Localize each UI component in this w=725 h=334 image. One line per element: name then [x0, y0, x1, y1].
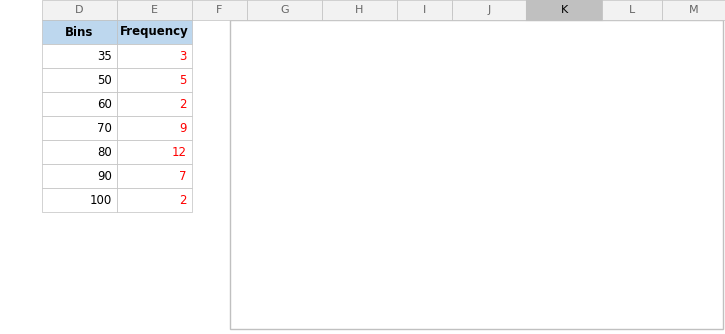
- Text: 100: 100: [90, 193, 112, 206]
- Bar: [117, 188, 192, 212]
- Text: Frequency: Frequency: [120, 25, 189, 38]
- Bar: [361, 203, 394, 301]
- Bar: [117, 68, 192, 92]
- Bar: [230, 20, 723, 329]
- Bar: [42, 68, 117, 92]
- Bar: [42, 92, 117, 116]
- Bar: [302, 242, 335, 301]
- Text: M: M: [689, 5, 698, 15]
- Bar: [662, 0, 725, 20]
- Bar: [42, 116, 117, 140]
- Bar: [117, 20, 192, 44]
- Text: Bins: Bins: [65, 25, 94, 38]
- Bar: [478, 125, 511, 301]
- Text: 80: 80: [97, 146, 112, 159]
- Text: K: K: [561, 5, 568, 15]
- Bar: [42, 44, 117, 68]
- Text: G: G: [280, 5, 289, 15]
- Bar: [42, 164, 117, 188]
- Text: 60: 60: [97, 98, 112, 111]
- Bar: [192, 0, 247, 20]
- Text: 50: 50: [97, 73, 112, 87]
- Bar: [42, 188, 117, 212]
- Bar: [602, 0, 662, 20]
- Bar: [655, 262, 687, 301]
- Text: D: D: [75, 5, 84, 15]
- Text: 90: 90: [97, 169, 112, 182]
- Bar: [117, 92, 192, 116]
- Bar: [117, 116, 192, 140]
- Text: E: E: [151, 5, 158, 15]
- Bar: [117, 164, 192, 188]
- Bar: [42, 20, 117, 44]
- Bar: [537, 66, 570, 301]
- Bar: [117, 140, 192, 164]
- Text: J: J: [488, 5, 491, 15]
- Bar: [42, 0, 117, 20]
- Text: 35: 35: [97, 49, 112, 62]
- Text: H: H: [355, 5, 364, 15]
- Text: 3: 3: [180, 49, 187, 62]
- Bar: [117, 0, 192, 20]
- Text: 2: 2: [180, 98, 187, 111]
- Text: L: L: [629, 5, 635, 15]
- Text: 2: 2: [180, 193, 187, 206]
- Bar: [527, 0, 602, 20]
- Bar: [397, 0, 452, 20]
- Text: 70: 70: [97, 122, 112, 135]
- Bar: [420, 262, 452, 301]
- Bar: [596, 164, 629, 301]
- Text: 5: 5: [180, 73, 187, 87]
- Bar: [452, 0, 527, 20]
- Title: Frequency: Frequency: [448, 2, 542, 20]
- Bar: [247, 0, 322, 20]
- Bar: [322, 0, 397, 20]
- Text: F: F: [216, 5, 223, 15]
- Text: 12: 12: [172, 146, 187, 159]
- Bar: [42, 140, 117, 164]
- Text: I: I: [423, 5, 426, 15]
- Bar: [117, 44, 192, 68]
- Text: 9: 9: [180, 122, 187, 135]
- Text: 7: 7: [180, 169, 187, 182]
